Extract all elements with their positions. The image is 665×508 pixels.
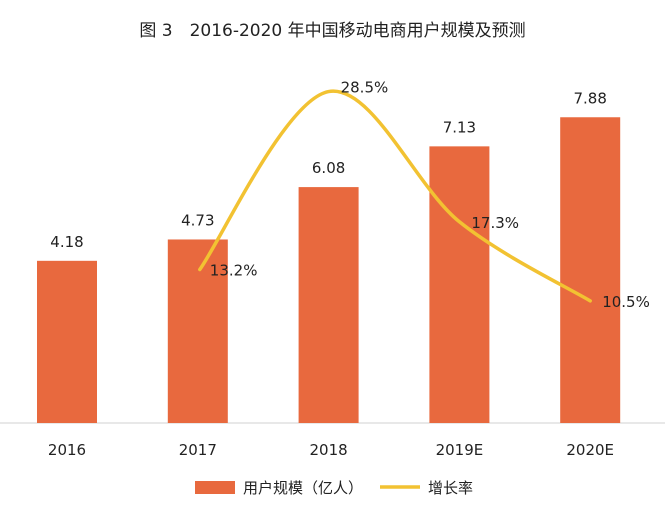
bar-value-label: 7.88 — [573, 89, 606, 107]
bar — [560, 117, 621, 424]
bar-value-label: 6.08 — [312, 159, 345, 177]
x-tick-label: 2019E — [436, 441, 484, 459]
bar-value-label: 7.13 — [443, 118, 476, 136]
bar — [298, 187, 359, 423]
x-tick-label: 2016 — [48, 441, 86, 459]
x-tick-label: 2017 — [179, 441, 217, 459]
line-value-label: 13.2% — [210, 261, 258, 279]
line-value-label: 10.5% — [602, 293, 650, 311]
x-tick-label: 2018 — [310, 441, 348, 459]
bar — [429, 146, 490, 423]
legend-label-bars: 用户规模（亿人） — [243, 479, 363, 497]
bar — [37, 260, 97, 423]
line-value-label: 28.5% — [341, 79, 389, 97]
growth-rate-line — [198, 89, 592, 303]
x-tick-label: 2020E — [566, 441, 614, 459]
line-value-label: 17.3% — [471, 214, 519, 232]
bar-value-label: 4.18 — [50, 233, 83, 251]
legend-label-line: 增长率 — [428, 479, 473, 497]
bar-value-label: 4.73 — [181, 211, 214, 229]
chart-title: 图 3 2016-2020 年中国移动电商用户规模及预测 — [139, 21, 526, 41]
bar — [167, 239, 228, 423]
legend-swatch-bars — [195, 481, 235, 494]
